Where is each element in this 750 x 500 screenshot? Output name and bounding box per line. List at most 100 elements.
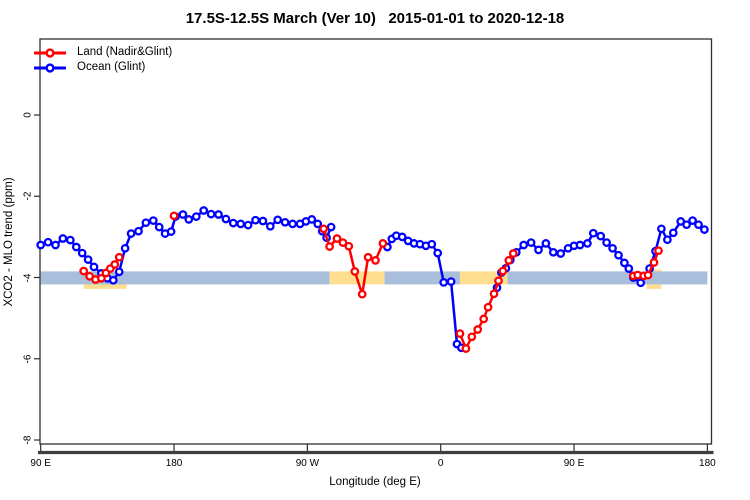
land-data-point [643, 270, 653, 280]
y-tick-label: 0 [22, 112, 34, 118]
ocean-data-point [251, 215, 260, 225]
ocean-data-point [148, 216, 158, 225]
ocean-data-point [51, 240, 60, 250]
ocean-data-point [43, 237, 53, 247]
ocean-data-point [602, 238, 611, 247]
ocean-data-point [433, 248, 443, 258]
ocean-data-point [307, 215, 317, 224]
land-data-point [114, 252, 124, 262]
land-data-point [338, 238, 348, 247]
land-data-point [483, 302, 493, 312]
ocean-data-point [694, 220, 703, 230]
ocean-data-point [541, 239, 551, 248]
land-data-point [332, 234, 342, 243]
ocean-data-point [134, 226, 143, 236]
ocean-data-point [214, 210, 223, 219]
land-data-point [461, 344, 471, 353]
land-data-point [473, 325, 483, 334]
x-tick-label: 180 [165, 458, 183, 469]
ocean-data-point [326, 222, 336, 232]
ocean-data-point [614, 250, 623, 260]
ocean-data-point [446, 277, 456, 286]
coverage-blue-3-band [507, 271, 708, 285]
y-tick-label: -6 [22, 354, 34, 364]
y-axis-title: XCO2 - MLO trend (ppm) [3, 177, 15, 307]
ocean-data-point [108, 275, 118, 285]
ocean-data-point [427, 239, 437, 249]
ocean-data-point [126, 229, 136, 238]
land-data-point [325, 242, 334, 251]
x-axis-title: Longitude (deg E) [329, 476, 421, 488]
land-data-point [489, 289, 499, 299]
chart-title: 17.5S-12.5S March (Ver 10) 2015-01-01 to… [185, 10, 565, 27]
ocean-data-point [114, 267, 124, 277]
land-data-point [494, 276, 503, 286]
ocean-data-point [236, 219, 246, 229]
y-tick-label: -4 [22, 273, 34, 282]
ocean-data-point [178, 210, 188, 219]
land-data-point [654, 246, 663, 256]
ocean-data-point [636, 278, 646, 288]
ocean-series-marker-icon [34, 63, 66, 73]
ocean-data-point [77, 248, 87, 258]
ocean-data-point [548, 247, 558, 257]
ocean-data-point [583, 239, 592, 248]
ocean-data-point [166, 227, 176, 236]
ocean-data-point [608, 243, 617, 253]
ocean-data-point [199, 206, 209, 215]
ocean-data-point [657, 224, 666, 234]
ocean-data-point [313, 219, 323, 229]
land-data-point [498, 266, 508, 276]
ocean-data-point [688, 216, 697, 225]
ocean-data-point [221, 214, 231, 224]
x-tick-label: 180 [699, 458, 716, 469]
ocean-data-point [36, 240, 46, 250]
land-data-point [363, 252, 373, 262]
ocean-data-point [397, 232, 407, 242]
ocean-data-point [700, 225, 709, 234]
land-data-point [350, 267, 360, 276]
ocean-data-point [620, 258, 629, 268]
land-data-point [344, 241, 354, 251]
x-tick-label: 90 E [30, 458, 51, 469]
legend-label-ocean: Ocean (Glint) [77, 61, 146, 73]
ocean-data-point [58, 234, 68, 243]
ocean-data-point [206, 209, 216, 219]
ocean-data-point [588, 228, 598, 238]
ocean-data-point [624, 264, 634, 273]
legend-label-land: Land (Nadir&Glint) [77, 46, 173, 58]
ocean-data-point [273, 215, 283, 225]
ocean-data-point [71, 242, 81, 252]
ocean-data-point [439, 278, 449, 287]
ocean-data-point [89, 262, 99, 272]
land-data-point [97, 273, 106, 283]
ocean-data-point [141, 218, 151, 228]
land-data-point [110, 260, 120, 269]
ocean-data-point [228, 218, 238, 228]
ocean-data-point [526, 238, 536, 247]
ocean-data-point [556, 249, 566, 258]
land-data-point [169, 211, 179, 221]
land-data-point [357, 289, 367, 299]
x-tick-label: 90 E [563, 458, 585, 469]
ocean-data-point [65, 235, 75, 245]
land-data-point [508, 249, 518, 258]
ocean-data-point [575, 240, 585, 250]
ocean-data-point [265, 221, 275, 231]
land-data-point [319, 224, 329, 234]
ocean-series-line [386, 234, 463, 350]
ocean-data-point [243, 220, 253, 230]
ocean-data-point [596, 231, 606, 241]
x-tick-label: 90 W [295, 458, 320, 469]
land-series-marker-icon [34, 48, 66, 58]
ocean-data-point [663, 235, 672, 245]
ocean-data-point [280, 217, 290, 227]
x-tick-label: 0 [437, 458, 444, 469]
ocean-data-point [668, 228, 678, 238]
ocean-data-point [184, 215, 194, 224]
ocean-data-point [258, 216, 268, 226]
ocean-data-point [534, 245, 543, 255]
y-tick-label: -8 [22, 435, 34, 445]
